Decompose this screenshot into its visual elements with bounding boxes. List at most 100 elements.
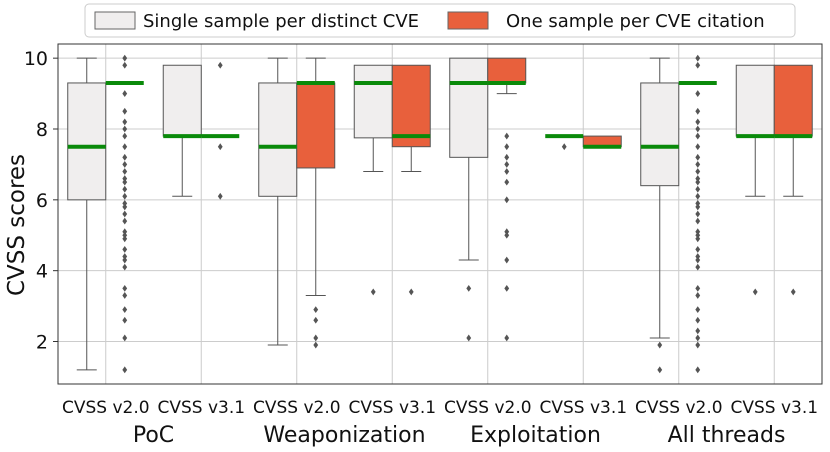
citation-outlier-point <box>122 107 128 115</box>
subgroup-label: CVSS v2.0 <box>253 398 341 418</box>
citation-box <box>773 64 813 137</box>
median-layer <box>67 80 813 149</box>
citation-outlier-point <box>695 366 701 374</box>
citation-outlier-point <box>695 143 701 151</box>
legend-label-citation: One sample per CVE citation <box>506 11 765 32</box>
citation-outlier-point <box>504 132 510 140</box>
single-box <box>162 64 202 137</box>
citation-outlier-point <box>695 231 701 239</box>
citation-outlier-point <box>122 161 128 168</box>
citation-outlier-point <box>122 210 128 218</box>
citation-outlier-point <box>122 366 128 374</box>
y-tick-label: 2 <box>36 332 48 354</box>
group-label: Exploitation <box>470 423 601 448</box>
citation-outlier-point <box>504 228 510 236</box>
subgroup-label: CVSS v3.1 <box>157 398 245 418</box>
citation-outlier-point <box>695 118 701 126</box>
citation-outlier-point <box>122 284 128 292</box>
citation-outlier-point <box>504 196 510 204</box>
y-tick-label: 4 <box>36 261 48 283</box>
citation-outlier-point <box>122 132 128 140</box>
citation-outlier-point <box>695 246 701 253</box>
single-box <box>353 64 393 139</box>
citation-outlier-point <box>122 334 128 342</box>
citation-outlier-point <box>695 199 701 207</box>
subgroup-label: CVSS v2.0 <box>62 398 150 418</box>
citation-outlier-point <box>695 217 701 225</box>
citation-outlier-point <box>122 90 128 97</box>
legend: Single sample per distinct CVE One sampl… <box>84 3 796 38</box>
subgroup-label: CVSS v2.0 <box>444 398 532 418</box>
citation-box <box>487 57 527 84</box>
group-label: Weaponization <box>263 423 425 448</box>
citation-outlier-point <box>122 253 128 260</box>
single-outlier-point <box>657 366 663 374</box>
legend-swatch-single <box>94 11 136 30</box>
citation-outlier-point <box>695 132 701 140</box>
citation-outlier-point <box>504 168 510 175</box>
citation-outlier-point <box>217 61 223 69</box>
single-box <box>640 82 680 187</box>
group-label: PoC <box>133 423 174 448</box>
citation-outlier-point <box>122 125 128 133</box>
citation-outlier-point <box>122 143 128 151</box>
citation-outlier-point <box>122 199 128 207</box>
citation-outlier-point <box>217 192 223 200</box>
subgroup-label: CVSS v3.1 <box>730 398 818 418</box>
citation-box <box>296 82 336 169</box>
citation-outlier-point <box>122 228 128 236</box>
citation-outlier-point <box>313 316 319 324</box>
citation-outlier-point <box>695 54 701 62</box>
citation-outlier-point <box>504 334 510 342</box>
citation-outlier-point <box>695 175 701 182</box>
citation-outlier-point <box>313 341 319 349</box>
citation-outlier-point <box>504 161 510 168</box>
single-outlier-point <box>370 288 376 296</box>
y-axis-ticks: 2 4 6 8 10 <box>24 48 58 354</box>
single-box <box>735 64 775 137</box>
citation-outlier-point <box>122 292 128 299</box>
citation-outlier-point <box>122 306 128 314</box>
citation-outlier-point <box>217 143 223 151</box>
single-box <box>449 57 489 158</box>
citation-outlier-point <box>695 107 701 115</box>
citation-outlier-point <box>122 263 128 271</box>
y-axis-label: CVSS scores <box>4 154 30 296</box>
citation-outlier-point <box>504 143 510 151</box>
single-outlier-point <box>466 284 472 292</box>
citation-outlier-point <box>695 228 701 236</box>
citation-outlier-point <box>695 316 701 324</box>
citation-outlier-point <box>122 54 128 62</box>
citation-outlier-point <box>695 263 701 271</box>
single-outlier-point <box>657 341 663 349</box>
citation-outlier-point <box>695 292 701 299</box>
citation-outlier-point <box>504 231 510 239</box>
citation-outlier-point <box>122 61 128 69</box>
citation-outlier-point <box>313 306 319 314</box>
citation-outlier-point <box>313 334 319 342</box>
citation-outlier-point <box>122 175 128 182</box>
flier-layer <box>122 54 796 374</box>
single-box <box>258 82 298 197</box>
legend-frame <box>84 3 796 38</box>
citation-outlier-point <box>695 185 701 193</box>
subgroup-label: CVSS v3.1 <box>539 398 627 418</box>
citation-outlier-point <box>695 235 701 243</box>
citation-outlier-point <box>122 153 128 161</box>
subgroup-label: CVSS v3.1 <box>348 398 436 418</box>
citation-outlier-point <box>122 231 128 239</box>
legend-label-single: Single sample per distinct CVE <box>143 11 419 32</box>
citation-outlier-point <box>695 61 701 69</box>
citation-outlier-point <box>695 168 701 175</box>
citation-outlier-point <box>695 306 701 314</box>
citation-outlier-point <box>122 217 128 225</box>
citation-outlier-point <box>122 246 128 253</box>
citation-outlier-point <box>122 118 128 126</box>
citation-outlier-point <box>790 288 796 296</box>
citation-outlier-point <box>695 178 701 186</box>
citation-outlier-point <box>695 192 701 200</box>
y-tick-label: 6 <box>36 190 48 212</box>
single-box <box>67 82 107 201</box>
single-outlier-point <box>561 143 567 151</box>
